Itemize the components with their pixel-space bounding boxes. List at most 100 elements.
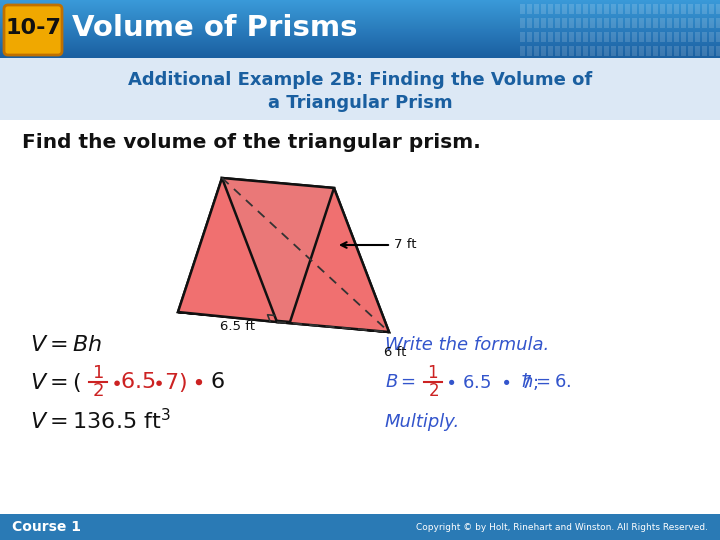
Bar xyxy=(660,46,665,56)
Bar xyxy=(688,32,693,42)
Bar xyxy=(562,18,567,28)
Bar xyxy=(688,4,693,14)
Bar xyxy=(625,32,630,42)
Bar xyxy=(0,40,720,41)
Bar xyxy=(576,4,581,14)
Bar xyxy=(0,12,720,13)
Bar xyxy=(0,23,720,24)
Bar xyxy=(653,18,658,28)
Text: $2$: $2$ xyxy=(428,382,438,400)
Bar xyxy=(0,39,720,40)
Text: Copyright © by Holt, Rinehart and Winston. All Rights Reserved.: Copyright © by Holt, Rinehart and Winsto… xyxy=(416,523,708,531)
Bar xyxy=(709,32,714,42)
Text: $1$: $1$ xyxy=(428,364,438,381)
Bar xyxy=(0,21,720,22)
Bar xyxy=(646,46,651,56)
Text: $B =$: $B =$ xyxy=(385,373,416,391)
Bar xyxy=(0,45,720,46)
Bar xyxy=(597,18,602,28)
Bar xyxy=(527,46,532,56)
Bar xyxy=(527,32,532,42)
Bar xyxy=(0,29,720,30)
Bar xyxy=(0,13,720,14)
Bar xyxy=(625,4,630,14)
Bar xyxy=(583,32,588,42)
Bar xyxy=(0,14,720,15)
Text: a Triangular Prism: a Triangular Prism xyxy=(268,93,452,112)
Bar xyxy=(618,18,623,28)
Bar xyxy=(590,46,595,56)
Bar xyxy=(674,46,679,56)
Bar xyxy=(611,32,616,42)
Bar xyxy=(0,514,720,540)
Bar xyxy=(618,32,623,42)
Bar xyxy=(548,32,553,42)
Bar xyxy=(695,4,700,14)
Bar xyxy=(520,4,525,14)
Bar xyxy=(555,18,560,28)
Bar xyxy=(569,18,574,28)
Bar xyxy=(604,32,609,42)
Text: $\bullet\ 6.5\ \bullet\ 7;$: $\bullet\ 6.5\ \bullet\ 7;$ xyxy=(445,373,538,392)
Bar xyxy=(0,9,720,10)
Bar xyxy=(0,52,720,53)
Bar xyxy=(674,4,679,14)
Text: $7) \bullet$: $7) \bullet$ xyxy=(164,370,203,394)
Bar xyxy=(639,4,644,14)
Bar xyxy=(618,4,623,14)
Polygon shape xyxy=(222,178,389,332)
Bar xyxy=(555,46,560,56)
Text: Additional Example 2B: Finding the Volume of: Additional Example 2B: Finding the Volum… xyxy=(128,71,592,89)
Bar xyxy=(0,27,720,28)
Bar xyxy=(520,46,525,56)
Bar xyxy=(611,4,616,14)
Bar xyxy=(604,4,609,14)
Bar xyxy=(646,32,651,42)
Bar xyxy=(0,36,720,37)
Bar xyxy=(0,43,720,44)
Bar xyxy=(541,46,546,56)
Bar xyxy=(562,32,567,42)
Bar xyxy=(576,18,581,28)
Bar xyxy=(653,46,658,56)
Bar xyxy=(541,4,546,14)
Bar xyxy=(632,46,637,56)
Bar xyxy=(674,18,679,28)
Bar xyxy=(541,18,546,28)
Text: $6.5$: $6.5$ xyxy=(120,371,156,393)
Bar xyxy=(716,18,720,28)
Bar xyxy=(0,47,720,48)
Bar xyxy=(0,37,720,38)
Text: $1$: $1$ xyxy=(92,364,104,382)
Bar xyxy=(0,6,720,7)
Bar xyxy=(0,57,720,58)
Text: $V = 136.5\ \mathrm{ft}^3$: $V = 136.5\ \mathrm{ft}^3$ xyxy=(30,409,171,435)
Bar xyxy=(0,33,720,34)
Bar xyxy=(0,35,720,36)
Polygon shape xyxy=(290,188,389,332)
Bar xyxy=(667,18,672,28)
Bar xyxy=(0,49,720,50)
Bar xyxy=(520,32,525,42)
Bar xyxy=(548,18,553,28)
Bar xyxy=(562,46,567,56)
Bar xyxy=(653,4,658,14)
Bar xyxy=(695,18,700,28)
Bar xyxy=(646,18,651,28)
Bar xyxy=(0,38,720,39)
Bar xyxy=(646,4,651,14)
Bar xyxy=(0,30,720,31)
Bar xyxy=(583,18,588,28)
Bar xyxy=(660,18,665,28)
Bar xyxy=(0,58,720,120)
Bar xyxy=(604,46,609,56)
Bar xyxy=(0,34,720,35)
Bar xyxy=(716,4,720,14)
Text: Write the formula.: Write the formula. xyxy=(385,336,549,354)
Polygon shape xyxy=(178,178,334,322)
Bar xyxy=(555,4,560,14)
Bar xyxy=(0,22,720,23)
Bar xyxy=(0,26,720,27)
Text: $\bullet$: $\bullet$ xyxy=(110,373,121,391)
Bar xyxy=(639,32,644,42)
